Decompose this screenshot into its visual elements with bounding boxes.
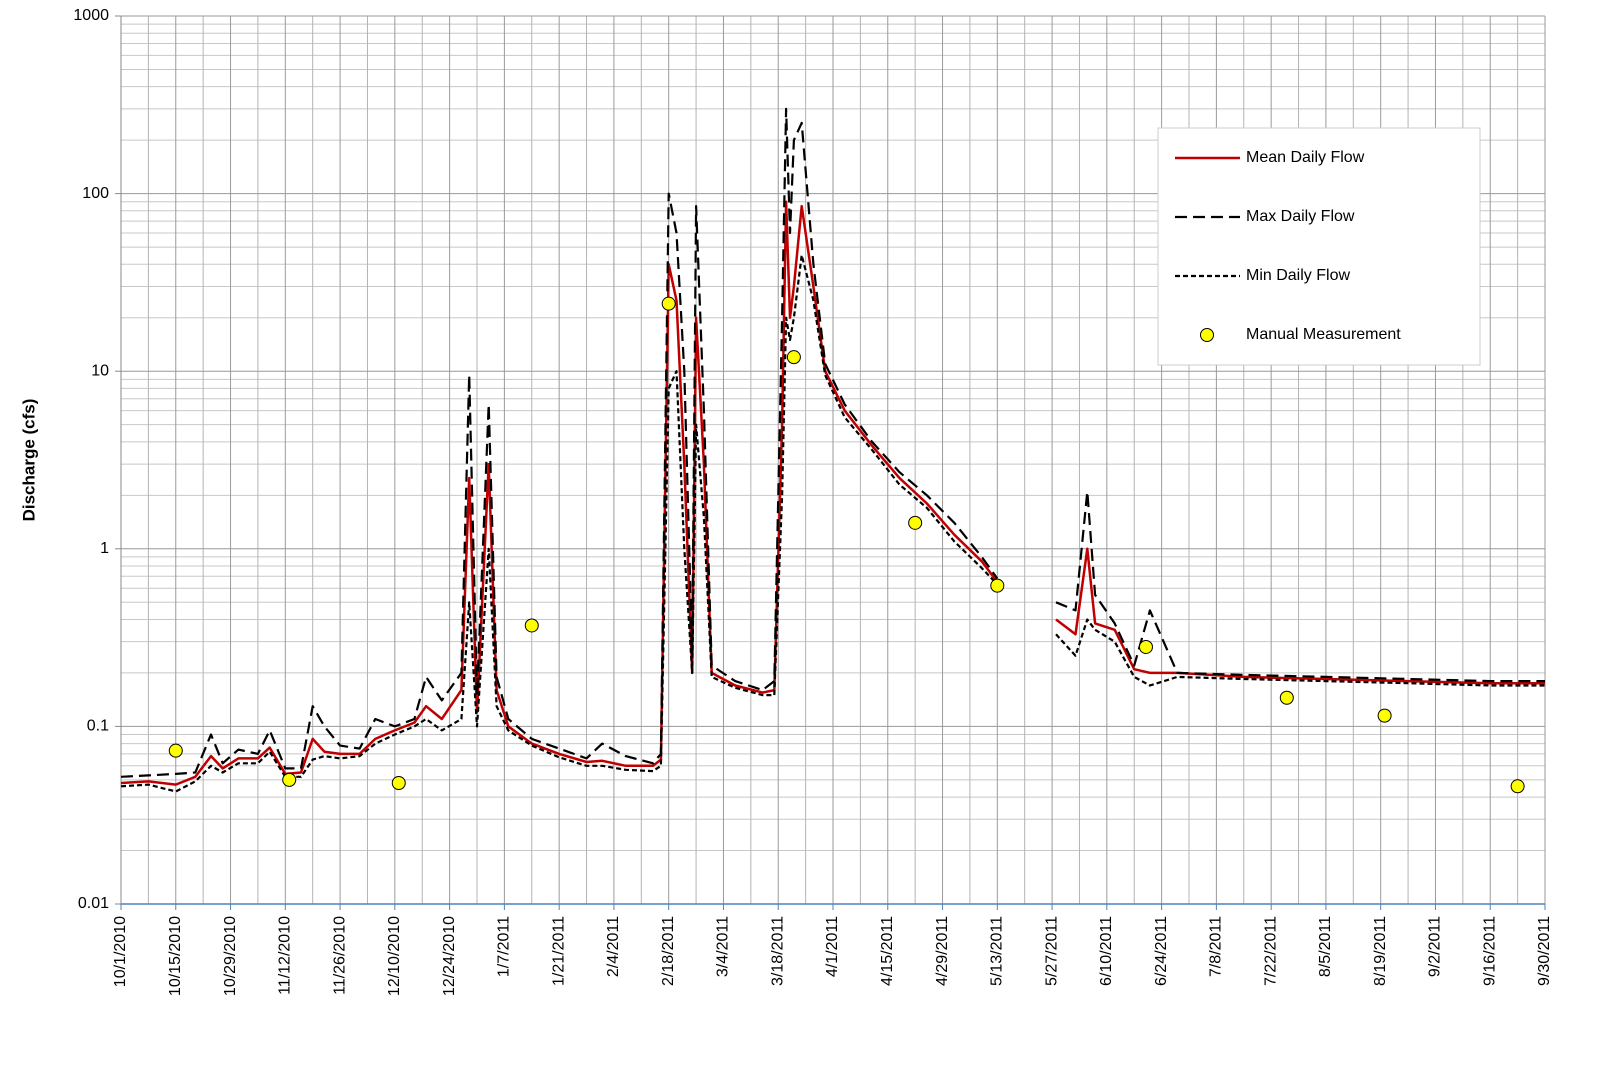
x-tick-label: 6/10/2011 — [1098, 916, 1115, 986]
legend-label: Min Daily Flow — [1246, 267, 1350, 284]
y-tick-label: 10 — [91, 362, 109, 379]
legend: Mean Daily Flow Max Daily Flow Min Daily F… — [1157, 127, 1481, 366]
measurement-point — [1138, 639, 1153, 654]
x-tick-label: 12/10/2010 — [386, 916, 403, 996]
x-tick-label: 2/4/2011 — [605, 916, 622, 977]
measurement-point — [661, 296, 676, 311]
x-tick-label: 1/21/2011 — [550, 916, 567, 986]
measurement-point — [1510, 779, 1525, 794]
legend-swatch — [1200, 328, 1214, 342]
x-tick-label: 10/29/2010 — [222, 916, 239, 996]
x-tick-label: 10/1/2010 — [112, 916, 129, 987]
x-tick-label: 7/22/2011 — [1262, 916, 1279, 986]
x-tick-label: 3/18/2011 — [769, 916, 786, 986]
x-tick-label: 11/12/2010 — [277, 916, 294, 995]
measurement-point — [1279, 690, 1294, 705]
x-tick-label: 8/5/2011 — [1317, 916, 1334, 977]
legend-box — [1157, 127, 1481, 366]
legend-label: Max Daily Flow — [1246, 208, 1355, 225]
y-tick-label: 1 — [100, 540, 109, 557]
y-tick-label: 0.1 — [87, 718, 109, 735]
x-tick-label: 7/8/2011 — [1208, 916, 1225, 977]
x-tick-label: 5/13/2011 — [989, 916, 1006, 986]
measurement-point — [1377, 708, 1392, 723]
x-tick-label: 4/29/2011 — [934, 916, 951, 986]
x-tick-label: 5/27/2011 — [1043, 916, 1060, 986]
x-tick-label: 8/19/2011 — [1372, 916, 1389, 986]
x-tick-label: 6/24/2011 — [1153, 916, 1170, 986]
measurement-point — [391, 776, 406, 791]
measurement-point — [786, 350, 801, 365]
x-tick-label: 2/18/2011 — [660, 916, 677, 986]
y-tick-label: 1000 — [73, 7, 109, 24]
y-axis-label: Discharge (cfs) — [19, 399, 38, 522]
x-tick-label: 4/15/2011 — [879, 916, 896, 986]
x-tick-label: 12/24/2010 — [441, 916, 458, 996]
x-tick-label: 9/16/2011 — [1481, 916, 1498, 986]
measurement-point — [282, 772, 297, 787]
x-tick-label: 10/15/2010 — [167, 916, 184, 996]
measurement-point — [990, 578, 1005, 593]
measurement-point — [524, 618, 539, 633]
x-tick-label: 4/1/2011 — [824, 916, 841, 977]
x-tick-label: 11/26/2010 — [331, 916, 348, 995]
legend-label: Mean Daily Flow — [1246, 149, 1365, 166]
x-tick-label: 3/4/2011 — [715, 916, 732, 977]
x-tick-label: 9/2/2011 — [1427, 916, 1444, 977]
y-tick-label: 100 — [82, 185, 109, 202]
x-tick-label: 1/7/2011 — [496, 916, 513, 977]
x-tick-label: 9/30/2011 — [1536, 916, 1553, 986]
plot — [120, 107, 1545, 794]
series-line — [120, 107, 1545, 778]
measurement-point — [908, 515, 923, 530]
legend-label: Manual Measurement — [1246, 326, 1401, 343]
y-tick-label: 0.01 — [78, 895, 109, 912]
measurement-point — [168, 743, 183, 758]
